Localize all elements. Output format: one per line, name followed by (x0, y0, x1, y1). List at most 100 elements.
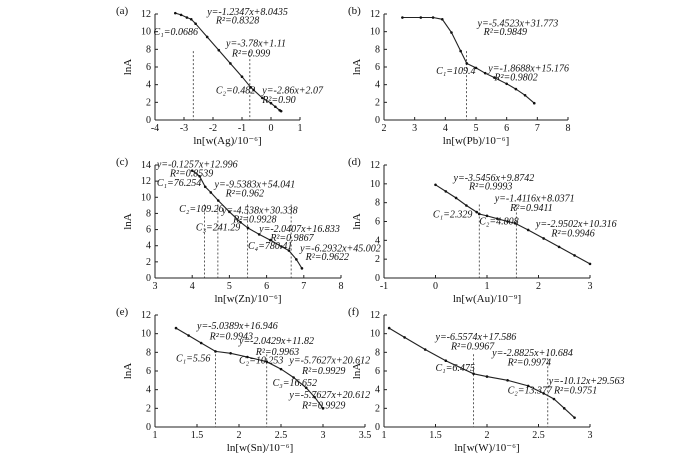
y-axis-title: lnA (122, 213, 134, 230)
data-point (295, 258, 298, 261)
x-tick-label: 3 (588, 430, 593, 441)
annotation: R²=0.9974 (507, 357, 551, 368)
annotation: y=-3.78x+1.11 (225, 39, 286, 50)
x-axis-title: ln[w(Pb)/10⁻⁶] (443, 135, 509, 147)
data-point (249, 86, 252, 89)
panel-label: (a) (116, 5, 129, 17)
data-point (532, 101, 536, 105)
data-point (514, 87, 518, 91)
y-tick-label: 2 (375, 97, 380, 108)
annotation: R²=0.9751 (553, 385, 597, 396)
annotation: C₁=0.0686 (154, 27, 198, 38)
annotation: R²=0.8539 (169, 168, 213, 179)
data-point (514, 222, 517, 225)
annotation: y=-1.4116x+8.0371 (494, 194, 575, 205)
panel-label: (d) (348, 156, 361, 168)
data-point (274, 105, 277, 109)
x-tick-label: 1 (298, 123, 303, 134)
panel-label: (b) (348, 5, 361, 17)
x-tick-label: 3 (412, 123, 417, 134)
x-tick-label: 8 (566, 123, 571, 134)
x-tick-label: 2 (237, 430, 242, 441)
y-tick-label: 8 (146, 44, 151, 55)
data-point (229, 351, 232, 355)
data-point (198, 175, 201, 178)
annotation: R²=0.9411 (509, 203, 553, 214)
annotation: C₁=109.4 (436, 66, 475, 77)
annotation: y=-0.1257x+12.996 (156, 159, 238, 170)
annotation: y=-5.7627x+20.612 (288, 390, 370, 401)
y-axis-title: lnA (351, 59, 363, 76)
data-point (209, 191, 213, 194)
annotation: R²=0.9946 (550, 229, 594, 240)
data-point (189, 18, 193, 21)
y-tick-label: 2 (146, 257, 151, 268)
data-point (431, 16, 435, 19)
series-line (402, 16, 535, 104)
x-tick-label: 1 (485, 281, 490, 292)
data-point (190, 169, 194, 172)
data-point (313, 395, 316, 399)
data-point (472, 372, 475, 376)
data-point (423, 348, 427, 351)
chart-panel: 3 4 5 6 7 8 0 2 4 6 8 10 12 14 ln[w(Zn)/10⁻⁶] lnA (c) y=-… (116, 156, 381, 305)
annotation: C₁=5.56 (176, 354, 210, 365)
x-tick-label: 7 (301, 281, 306, 292)
annotation: C₁=2.329 (433, 210, 472, 221)
y-tick-label: 10 (141, 192, 151, 203)
annotation: R²=0.9943 (209, 331, 253, 342)
data-point (485, 214, 489, 218)
annotation: y=-4.538x+30.338 (221, 205, 298, 216)
x-tick-label: 4 (443, 123, 448, 134)
y-tick-label: 12 (370, 9, 380, 20)
annotation: R²=0.9849 (483, 27, 527, 38)
data-point (203, 185, 207, 189)
data-point (228, 210, 231, 214)
annotation: R²=0.962 (225, 188, 264, 199)
annotation: R²=0.90 (261, 95, 295, 106)
data-point (444, 359, 448, 363)
data-point (526, 384, 530, 388)
annotation: y=-2.0429x+11.82 (238, 336, 314, 347)
y-tick-label: 10 (141, 27, 151, 38)
annotation: y=-2.8825x+10.684 (491, 348, 573, 359)
data-point (174, 11, 177, 15)
y-tick-label: 8 (146, 208, 151, 219)
data-point (542, 237, 545, 240)
data-point (505, 82, 508, 86)
x-tick-label: -4 (151, 123, 159, 134)
y-tick-label: 2 (146, 97, 151, 108)
y-tick-label: 8 (375, 347, 380, 358)
data-point (240, 75, 244, 79)
data-point (246, 226, 250, 230)
data-point (493, 76, 496, 79)
data-point (280, 245, 283, 248)
annotation: y=-6.2932x+45.002 (299, 243, 381, 254)
annotation: y=-5.7627x+20.612 (288, 356, 370, 367)
data-point (475, 210, 479, 214)
data-point (252, 88, 255, 92)
y-tick-label: 0 (375, 422, 380, 433)
annotation: y=-3.5456x+9.8742 (453, 173, 535, 184)
data-point (542, 392, 545, 395)
data-point (174, 326, 178, 330)
data-point (185, 16, 189, 19)
data-point (216, 199, 220, 202)
data-point (450, 31, 453, 34)
chart-panel: -1 0 1 2 3024681012ln[w(Au)/10⁻⁹]lnA(d)y=-3.… (348, 156, 617, 305)
data-point (454, 196, 458, 200)
x-tick-label: 6 (264, 281, 269, 292)
data-point (214, 350, 217, 353)
annotation: y=-2.9502x+10.316 (535, 219, 617, 230)
data-point (205, 35, 209, 39)
annotation: C₁=76.254 (157, 178, 201, 189)
data-point (552, 397, 556, 401)
data-point (557, 245, 561, 249)
x-tick-label: 5 (474, 123, 479, 134)
annotation: R²=0.9967 (450, 342, 495, 353)
y-tick-label: 0 (146, 273, 151, 284)
data-point (526, 228, 530, 232)
data-point (434, 183, 437, 187)
